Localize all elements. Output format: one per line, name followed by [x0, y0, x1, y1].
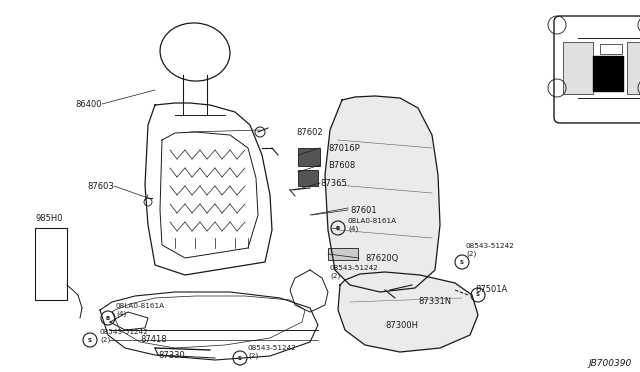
- Bar: [35, 228, 67, 300]
- Text: 08LA0-8161A
(4): 08LA0-8161A (4): [348, 218, 397, 232]
- Text: B: B: [106, 315, 110, 321]
- Bar: [600, 44, 622, 54]
- Text: 08543-51242
(2): 08543-51242 (2): [466, 243, 515, 257]
- Text: B7608: B7608: [328, 160, 355, 170]
- Text: 86400: 86400: [76, 99, 102, 109]
- Text: 87501A: 87501A: [475, 285, 508, 295]
- Polygon shape: [325, 96, 440, 292]
- Text: B: B: [336, 225, 340, 231]
- Bar: [298, 170, 318, 186]
- Polygon shape: [338, 272, 478, 352]
- Text: 87365: 87365: [320, 179, 347, 187]
- Text: 87620Q: 87620Q: [365, 253, 398, 263]
- Text: JB700390: JB700390: [589, 359, 632, 368]
- Text: 87330: 87330: [158, 350, 185, 359]
- Bar: [593, 56, 623, 91]
- Text: S: S: [460, 260, 464, 264]
- Text: S: S: [238, 356, 242, 360]
- Text: 08543-51242
(2): 08543-51242 (2): [330, 265, 379, 279]
- Text: 87601: 87601: [350, 205, 376, 215]
- Text: 87300H: 87300H: [385, 321, 418, 330]
- Text: 87418: 87418: [140, 336, 166, 344]
- Bar: [627, 42, 640, 94]
- Text: S: S: [476, 292, 480, 298]
- Bar: [328, 248, 358, 260]
- Text: 87331N: 87331N: [418, 298, 451, 307]
- Text: 87603: 87603: [87, 182, 114, 190]
- Text: 08543-51242
(2): 08543-51242 (2): [248, 345, 297, 359]
- Bar: [298, 148, 320, 166]
- Text: 87602: 87602: [296, 128, 323, 137]
- Bar: [563, 42, 593, 94]
- Text: 985H0: 985H0: [35, 214, 63, 222]
- Text: 87016P: 87016P: [328, 144, 360, 153]
- Text: 08543-51242
(2): 08543-51242 (2): [100, 329, 149, 343]
- Text: 08LA0-8161A
(4): 08LA0-8161A (4): [116, 303, 165, 317]
- Text: S: S: [88, 337, 92, 343]
